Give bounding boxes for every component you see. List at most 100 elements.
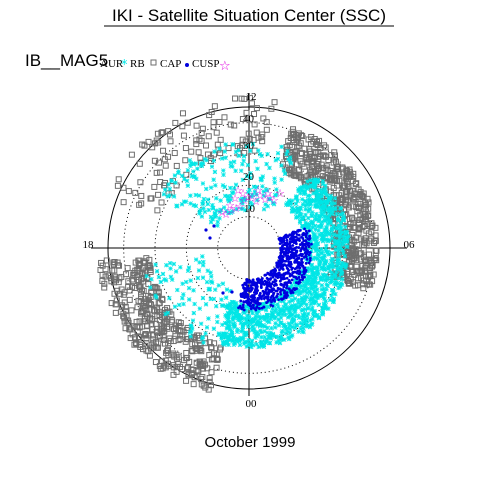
aur-point xyxy=(294,214,299,220)
rb-point xyxy=(153,169,160,176)
aur-point xyxy=(283,312,288,318)
aur-point xyxy=(305,306,311,311)
rb-point xyxy=(148,288,155,295)
aur-point xyxy=(323,299,328,304)
rb-point xyxy=(263,126,270,133)
aur-point xyxy=(187,330,193,335)
rb-point xyxy=(251,121,258,128)
aur-point xyxy=(269,325,274,331)
cap-point xyxy=(300,262,304,266)
aur-point xyxy=(343,265,348,270)
aur-point xyxy=(341,250,346,256)
aur-point xyxy=(272,180,277,185)
aur-point xyxy=(220,303,226,308)
rb-point xyxy=(359,281,366,288)
aur-point xyxy=(301,313,307,319)
aur-point xyxy=(327,208,333,214)
aur-point xyxy=(188,278,194,283)
cap-point xyxy=(240,307,244,311)
rb-point xyxy=(177,335,184,342)
rb-point xyxy=(110,261,117,268)
aur-point xyxy=(215,219,220,225)
rb-point xyxy=(349,203,356,210)
rb-point xyxy=(113,277,120,284)
aur-point xyxy=(188,163,193,169)
rb-point xyxy=(311,169,318,176)
rb-point xyxy=(211,103,218,110)
cap-point xyxy=(290,278,294,282)
rb-point xyxy=(102,273,109,280)
rb-point xyxy=(172,119,179,126)
cap-point xyxy=(280,283,284,287)
aur-point xyxy=(318,198,324,204)
rb-point xyxy=(210,124,217,131)
rb-point xyxy=(372,232,379,239)
aur-point xyxy=(339,225,344,231)
rb-point xyxy=(346,166,353,173)
rb-point xyxy=(241,95,248,102)
cap-point xyxy=(297,237,300,241)
aur-point xyxy=(225,319,231,325)
aur-point xyxy=(282,171,288,177)
aur-point xyxy=(253,313,259,319)
aur-point xyxy=(288,161,294,166)
cap-point xyxy=(288,287,291,291)
cap-point xyxy=(294,276,298,280)
cap-point xyxy=(307,261,311,265)
rb-point xyxy=(369,222,376,229)
rb-point xyxy=(214,141,221,148)
aur-point xyxy=(315,178,321,184)
aur-point xyxy=(184,178,190,184)
aur-point xyxy=(248,342,253,347)
aur-point xyxy=(312,271,318,276)
aur-point xyxy=(236,153,242,159)
cap-point xyxy=(306,237,310,241)
aur-point xyxy=(344,230,349,235)
rb-point xyxy=(206,378,213,385)
rb-point xyxy=(331,152,338,159)
rb-point xyxy=(349,268,356,275)
rb-point xyxy=(155,159,162,166)
aur-point xyxy=(307,290,313,296)
rb-point xyxy=(180,328,187,335)
aur-point xyxy=(172,173,178,178)
aur-point xyxy=(319,292,324,298)
cap-point xyxy=(297,282,300,285)
cap-point xyxy=(282,238,286,242)
cap-point xyxy=(304,229,308,233)
aur-point xyxy=(149,276,154,282)
aur-point xyxy=(232,305,238,310)
aur-point xyxy=(305,224,310,230)
cap-point xyxy=(303,275,306,279)
aur-point xyxy=(263,339,268,344)
rb-point xyxy=(188,148,195,155)
rb-point xyxy=(106,272,113,279)
cap-point xyxy=(277,259,281,263)
rb-point xyxy=(365,230,372,237)
rb-point xyxy=(299,133,306,140)
aur-point xyxy=(308,274,313,280)
aur-point xyxy=(222,149,228,154)
rb-point xyxy=(320,164,327,171)
rb-point xyxy=(193,141,200,148)
cap-point xyxy=(285,256,289,260)
cap-point xyxy=(245,284,249,288)
rb-point xyxy=(197,375,204,382)
aur-point xyxy=(223,295,229,300)
aur-point xyxy=(203,331,208,336)
cap-point xyxy=(257,277,260,281)
aur-point xyxy=(319,283,325,288)
aur-point xyxy=(221,331,226,336)
cap-point xyxy=(304,247,308,251)
aur-point xyxy=(240,161,245,167)
aur-point xyxy=(314,267,320,273)
cap-point xyxy=(248,280,251,284)
rb-point xyxy=(315,148,322,155)
rb-point xyxy=(142,331,149,338)
rb-point xyxy=(145,138,152,145)
aur-point xyxy=(302,284,307,289)
legend-label-cap: CAP xyxy=(160,58,181,70)
cap-point xyxy=(260,277,264,280)
rb-point xyxy=(120,184,127,191)
cap-point xyxy=(303,266,307,270)
